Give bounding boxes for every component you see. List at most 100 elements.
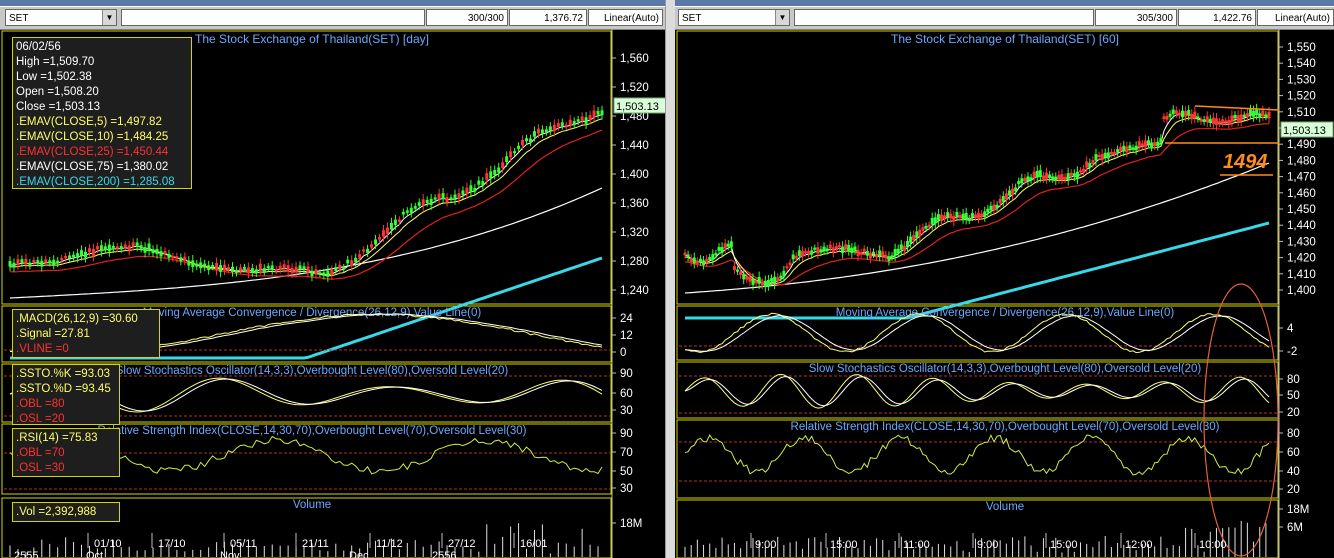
candle-body [986,208,990,213]
price-annotation: 1494 [1223,151,1268,173]
candle-body [187,260,191,266]
candle-body [1199,119,1203,122]
candle-body [1125,146,1129,153]
left-scale-text: Linear(Auto) [603,13,659,24]
info-ema10: .EMAV(CLOSE,10) =1,484.25 [16,131,169,143]
candle-body [421,199,425,206]
price-tick-label: 1,490 [1287,139,1316,151]
candle-body [433,197,437,200]
candle-body [689,258,693,263]
left-symbol-select[interactable]: SET ▼ [5,9,117,26]
chevron-down-icon[interactable]: ▼ [102,10,116,25]
candle-body [1011,188,1015,196]
candle-body [794,255,798,259]
candle-body [742,273,746,280]
volume-title: Volume [293,499,331,511]
pane-border [676,361,1279,419]
candle-body [52,259,56,265]
date-tick-label: 21/11 [302,538,329,550]
candle-body [64,255,68,259]
last-price-badge [613,97,665,114]
candle-body [302,266,306,270]
right-symbol-select[interactable]: SET ▼ [678,9,790,26]
time-tick-label: 12:00 [1125,539,1153,551]
candle-body [453,194,457,201]
candle-body [1075,171,1079,179]
candle-body [905,240,909,248]
candle-body [76,253,80,259]
candle-body [262,268,266,272]
candle-body [1258,113,1262,119]
candle-body [465,187,469,194]
candle-body [95,246,99,250]
candle-body [44,259,48,263]
right-bar-count: 305/300 [1095,9,1177,26]
candle-body [469,185,473,192]
ssto-tick-label: 80 [1287,374,1300,386]
candle-body [250,268,254,273]
ssto-title: Slow Stochastics Oscillator(14,3,3),Over… [809,363,1202,375]
candle-body [939,214,943,222]
rsi-title: Relative Strength Index(CLOSE,14,30,70),… [791,421,1220,433]
candle-body [552,124,556,132]
candle-body [155,248,159,255]
time-tick-label: 11:00 [903,539,930,551]
pane-border [676,305,1279,361]
candle-body [977,212,981,219]
last-price-label: 1,503.13 [616,101,659,113]
candle-body [770,278,774,282]
candle-body [946,212,950,217]
candle-body [135,242,139,247]
candle-body [1119,146,1123,152]
rsi-tick-label: 80 [1287,428,1300,440]
left-bar-count: 300/300 [426,9,508,26]
right-scale-button[interactable]: Linear(Auto) [1257,9,1334,26]
candle-body [807,250,811,254]
candle-body [36,260,40,264]
candle-body [32,260,36,263]
left-cursor-value: 1,376.72 [509,9,587,26]
candle-body [1165,115,1169,120]
candle-body [354,257,358,263]
price-tick-label: 1,360 [620,198,649,210]
candle-body [1066,173,1070,181]
candle-body [1242,114,1246,118]
left-chart-window: SET ▼ 300/300 1,376.72 Linear(Auto) The … [0,0,665,558]
candle-body [1190,113,1194,120]
candle-body [834,246,838,250]
vertical-splitter[interactable] [665,0,676,558]
ssto-k-line [684,373,1270,409]
chevron-down-icon[interactable]: ▼ [775,10,789,25]
pane-border [1,497,612,558]
candle-body [477,180,481,185]
price-tick-label: 1,560 [620,53,649,65]
candle-body [1252,110,1256,117]
candle-body [215,262,219,270]
candle-body [1063,176,1067,180]
candle-body [760,282,764,286]
candle-body [702,260,706,266]
candle-body [600,110,604,116]
candle-body [1162,116,1166,120]
candle-body [568,119,572,126]
candle-body [930,217,934,225]
candle-body [1146,140,1150,145]
candle-body [1091,160,1095,164]
candle-body [831,247,835,253]
candle-body [958,215,962,218]
candle-body [207,265,211,271]
candle-body [810,250,814,255]
candle-body [853,246,857,251]
ssto-legend-d: .SSTO.%D =93.45 [16,383,111,395]
candle-body [298,265,302,270]
right-chart-canvas[interactable]: The Stock Exchange of Thailand(SET) [60]… [675,28,1334,558]
rsi-tick-label: 90 [620,428,633,440]
candle-body [1038,170,1042,178]
candle-body [230,266,234,273]
time-tick-label: 9:00 [977,539,998,551]
rsi-legend-rsi: .RSI(14) =75.83 [16,432,98,444]
left-scale-button[interactable]: Linear(Auto) [588,9,663,26]
candle-body [1085,161,1089,168]
macd-tick-label: 0 [620,347,626,359]
candle-body [1014,187,1018,192]
